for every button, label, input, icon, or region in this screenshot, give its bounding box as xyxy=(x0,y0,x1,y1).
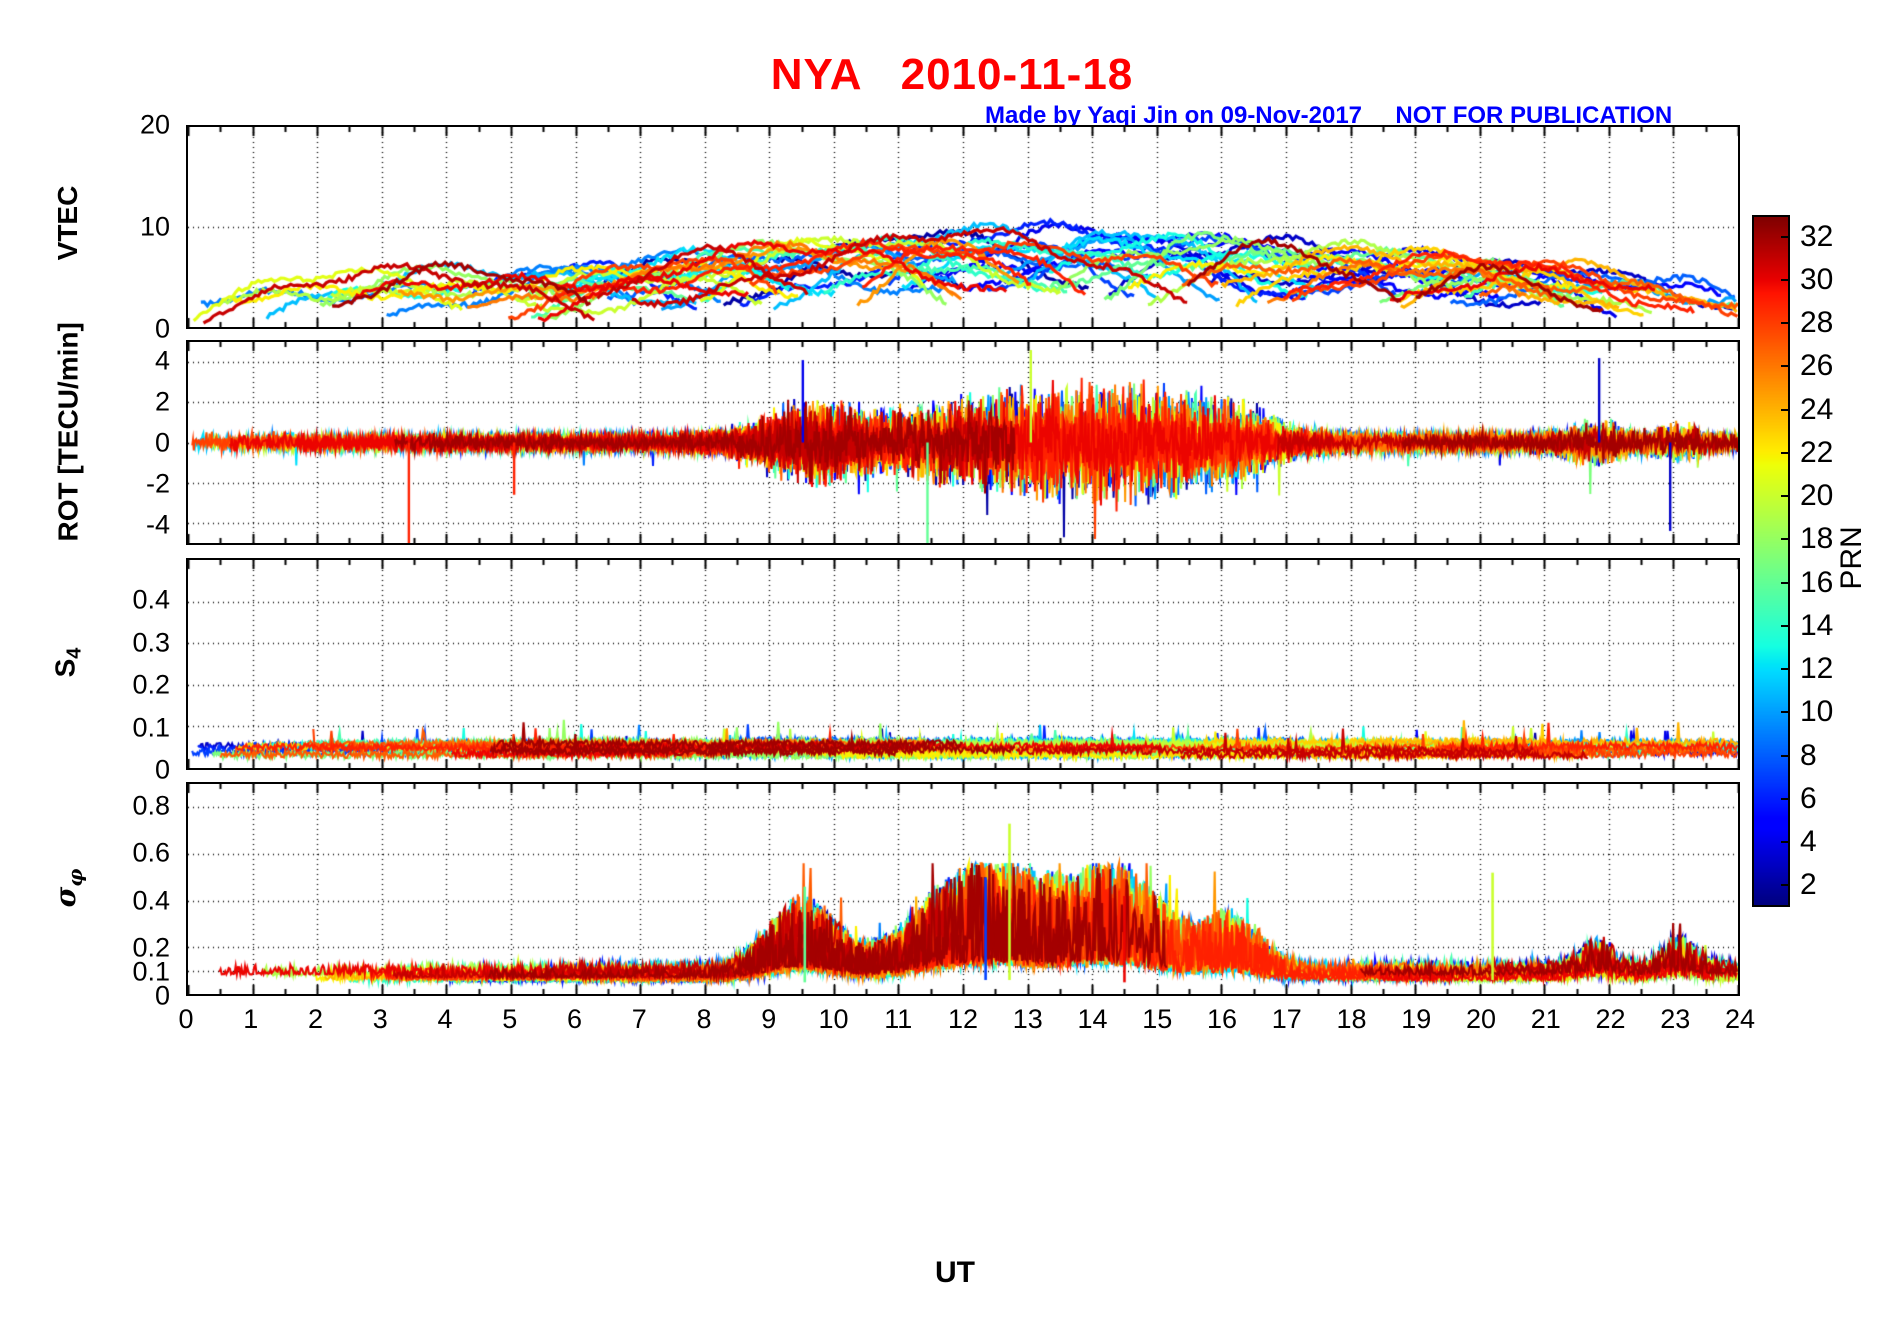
rot-axis-label: ROT [TECU/min] xyxy=(52,321,83,541)
colorbar-tick-label: 30 xyxy=(1800,262,1834,296)
colorbar-tick-mark xyxy=(1781,235,1790,238)
ut-xtick-label: 12 xyxy=(947,1004,979,1034)
s4-ytick-label: 0.2 xyxy=(132,669,170,700)
rot-plot-canvas xyxy=(188,342,1738,543)
ut-xtick-label: 11 xyxy=(884,1004,913,1034)
colorbar-tick-label: 20 xyxy=(1800,479,1834,513)
ut-xtick-label: 8 xyxy=(696,1004,712,1034)
sp-ytick-label: 0 xyxy=(154,980,170,1011)
colorbar-tick-mark xyxy=(1781,495,1790,498)
s4-axis-label: S4 xyxy=(49,647,86,678)
ut-xtick-label: 9 xyxy=(761,1004,777,1034)
colorbar-tick-mark xyxy=(1781,408,1790,411)
ut-xtick-label: 23 xyxy=(1660,1004,1691,1034)
sp-ytick-label: 0.8 xyxy=(132,790,170,821)
s4-plot-canvas xyxy=(188,560,1738,768)
colorbar-tick-mark xyxy=(1781,538,1790,541)
colorbar-tick-label: 18 xyxy=(1800,522,1834,556)
colorbar-tick-label: 4 xyxy=(1800,825,1817,859)
colorbar-tick-label: 12 xyxy=(1800,652,1834,686)
ut-xtick-label: 13 xyxy=(1012,1004,1043,1034)
vtec-ytick-label: 10 xyxy=(139,211,170,242)
rot-ytick-label: 2 xyxy=(154,386,170,416)
figure-subtitle: Made by Yaqi Jin on 09-Nov-2017 NOT FOR … xyxy=(985,102,1673,129)
sigma-phi-plot-canvas xyxy=(188,784,1738,994)
vtec-axis-label: VTEC xyxy=(52,185,83,261)
ut-xtick-label: 6 xyxy=(566,1004,583,1034)
ut-xtick-label: 19 xyxy=(1401,1004,1432,1034)
colorbar-tick-mark xyxy=(1781,797,1790,800)
rot-ytick-label: -2 xyxy=(145,468,170,498)
ut-xtick-label: 21 xyxy=(1530,1004,1561,1034)
panel-vtec xyxy=(186,125,1740,329)
panel-sigma-phi xyxy=(186,782,1740,996)
colorbar-tick-label: 8 xyxy=(1800,738,1817,772)
ut-xtick-label: 18 xyxy=(1336,1004,1367,1034)
sp-ytick-label: 0.6 xyxy=(132,837,170,868)
ut-xtick-label: 20 xyxy=(1465,1004,1497,1034)
colorbar-tick-label: 10 xyxy=(1800,695,1834,729)
figure-title: NYA 2010-11-18 xyxy=(770,50,1134,99)
panel-s4 xyxy=(186,558,1740,770)
ut-xtick-label: 3 xyxy=(372,1004,388,1034)
colorbar-tick-label: 14 xyxy=(1800,608,1834,642)
colorbar-tick-mark xyxy=(1781,365,1790,368)
colorbar-tick-mark xyxy=(1781,278,1790,281)
colorbar-tick-label: 26 xyxy=(1800,349,1834,383)
colorbar-tick-mark xyxy=(1781,581,1790,584)
rot-ytick-label: 4 xyxy=(154,345,170,375)
colorbar-tick-mark xyxy=(1781,668,1790,671)
colorbar-tick-label: 2 xyxy=(1800,868,1817,902)
ut-xtick-label: 7 xyxy=(631,1004,647,1034)
vtec-ytick-label: 0 xyxy=(154,313,170,344)
vtec-plot-canvas xyxy=(188,127,1738,327)
colorbar-tick-label: 22 xyxy=(1800,435,1834,469)
colorbar-tick-mark xyxy=(1781,451,1790,454)
rot-ytick-label: -4 xyxy=(145,509,170,539)
ut-xtick-label: 16 xyxy=(1206,1004,1238,1034)
ut-xtick-label: 1 xyxy=(243,1004,259,1034)
x-axis-label: UT xyxy=(935,1256,975,1289)
ut-xtick-label: 10 xyxy=(818,1004,849,1034)
colorbar-tick-mark xyxy=(1781,754,1790,757)
ut-xtick-label: 5 xyxy=(502,1004,518,1034)
panel-rot xyxy=(186,340,1740,545)
colorbar-tick-label: 32 xyxy=(1800,219,1834,253)
colorbar-tick-label: 24 xyxy=(1800,392,1834,426)
colorbar-tick-label: 6 xyxy=(1800,781,1817,815)
s4-ytick-label: 0.4 xyxy=(132,584,170,615)
colorbar-tick-label: 28 xyxy=(1800,306,1834,340)
ut-xtick-label: 4 xyxy=(437,1004,453,1034)
colorbar-tick-label: 16 xyxy=(1800,565,1834,599)
colorbar-label: PRN xyxy=(1835,526,1868,590)
ut-xtick-label: 22 xyxy=(1595,1004,1626,1034)
colorbar-tick-mark xyxy=(1781,711,1790,714)
prn-colorbar[interactable] xyxy=(1752,215,1790,907)
sp-ytick-label: 0.1 xyxy=(132,956,170,987)
ut-xtick-label: 0 xyxy=(178,1004,194,1034)
colorbar-tick-mark xyxy=(1781,322,1790,325)
colorbar-tick-mark xyxy=(1781,884,1790,887)
s4-ytick-label: 0 xyxy=(154,754,170,785)
ut-xtick-label: 2 xyxy=(307,1004,324,1034)
sp-ytick-label: 0.4 xyxy=(132,885,170,916)
ut-xtick-label: 24 xyxy=(1724,1004,1756,1034)
rot-ytick-label: 0 xyxy=(154,427,170,457)
s4-ytick-label: 0.1 xyxy=(132,712,170,743)
ut-xtick-label: 14 xyxy=(1077,1004,1108,1034)
vtec-ytick-label: 20 xyxy=(139,109,170,140)
ut-xtick-label: 17 xyxy=(1271,1004,1302,1034)
s4-ytick-label: 0.3 xyxy=(132,627,170,658)
colorbar-tick-mark xyxy=(1781,624,1790,627)
sigma-phi-axis-label: σφ xyxy=(49,868,87,908)
ut-xtick-label: 15 xyxy=(1142,1004,1173,1034)
sp-ytick-label: 0.2 xyxy=(132,932,170,963)
colorbar-tick-mark xyxy=(1781,841,1790,844)
